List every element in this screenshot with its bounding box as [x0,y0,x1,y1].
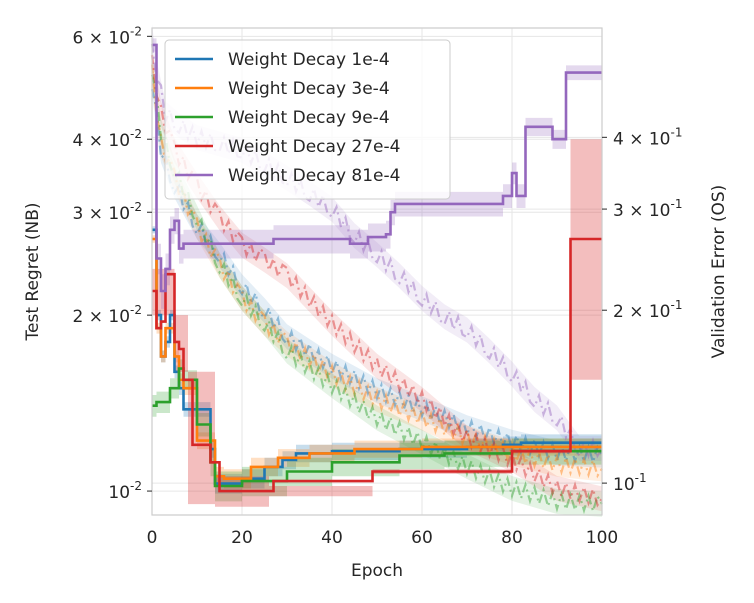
right-y-axis-label: Validation Error (OS) [709,185,729,359]
y-tick-label: 3 × 10-1 [613,197,682,221]
y-tick-label: 10-1 [613,471,647,495]
validation-line-2 [150,74,603,515]
x-tick-label: 0 [147,528,158,548]
legend-label: Weight Decay 9e-4 [228,108,390,128]
x-tick-label: 100 [586,528,618,548]
test-regret-lines [152,43,602,493]
y-tick-label: 2 × 10-1 [613,298,682,322]
legend-label: Weight Decay 3e-4 [228,79,390,99]
test-regret-band [152,139,602,507]
legend-box [164,39,451,200]
legend-label: Weight Decay 81e-4 [228,166,400,186]
test-regret-band [152,359,602,502]
plot-frame [151,27,603,516]
y-tick-label: 10-2 [108,479,142,503]
left-y-axis-label: Test Regret (NB) [23,203,43,342]
x-tick-label: 80 [501,528,523,548]
validation-line-3 [150,54,603,508]
y-tick-label: 2 × 10-2 [73,303,142,327]
legend-label: Weight Decay 1e-4 [228,50,390,70]
y-tick-label: 3 × 10-2 [73,200,142,224]
test-regret-band [152,38,602,309]
validation-band [152,24,602,461]
validation-line-1 [150,64,603,479]
x-axis-label: Epoch [351,561,403,581]
test-regret-line-1 [152,237,602,480]
validation-band [152,59,602,482]
left-y-axis-ticks: 10-2 2 × 10-2 3 × 10-2 4 × 10-2 6 × 10-2 [73,24,152,503]
validation-band [152,69,602,468]
test-regret-line-4 [152,43,602,293]
confidence-bands [152,24,602,517]
legend-label: Weight Decay 27e-4 [228,137,400,157]
x-tick-label: 60 [411,528,433,548]
test-regret-line-2 [152,367,602,488]
x-tick-label: 40 [321,528,343,548]
legend: Weight Decay 1e-4 Weight Decay 3e-4 Weight… [164,39,451,200]
validation-line-0 [150,89,603,466]
y-tick-label: 4 × 10-2 [73,127,142,151]
x-tick-label: 20 [231,528,253,548]
y-tick-label: 4 × 10-1 [613,125,682,149]
x-axis-ticks: 0 20 40 60 80 100 [147,528,619,548]
y-tick-label: 6 × 10-2 [73,24,142,48]
validation-band [152,55,602,517]
right-y-axis-ticks: 10-1 2 × 10-1 3 × 10-1 4 × 10-1 [602,125,682,495]
